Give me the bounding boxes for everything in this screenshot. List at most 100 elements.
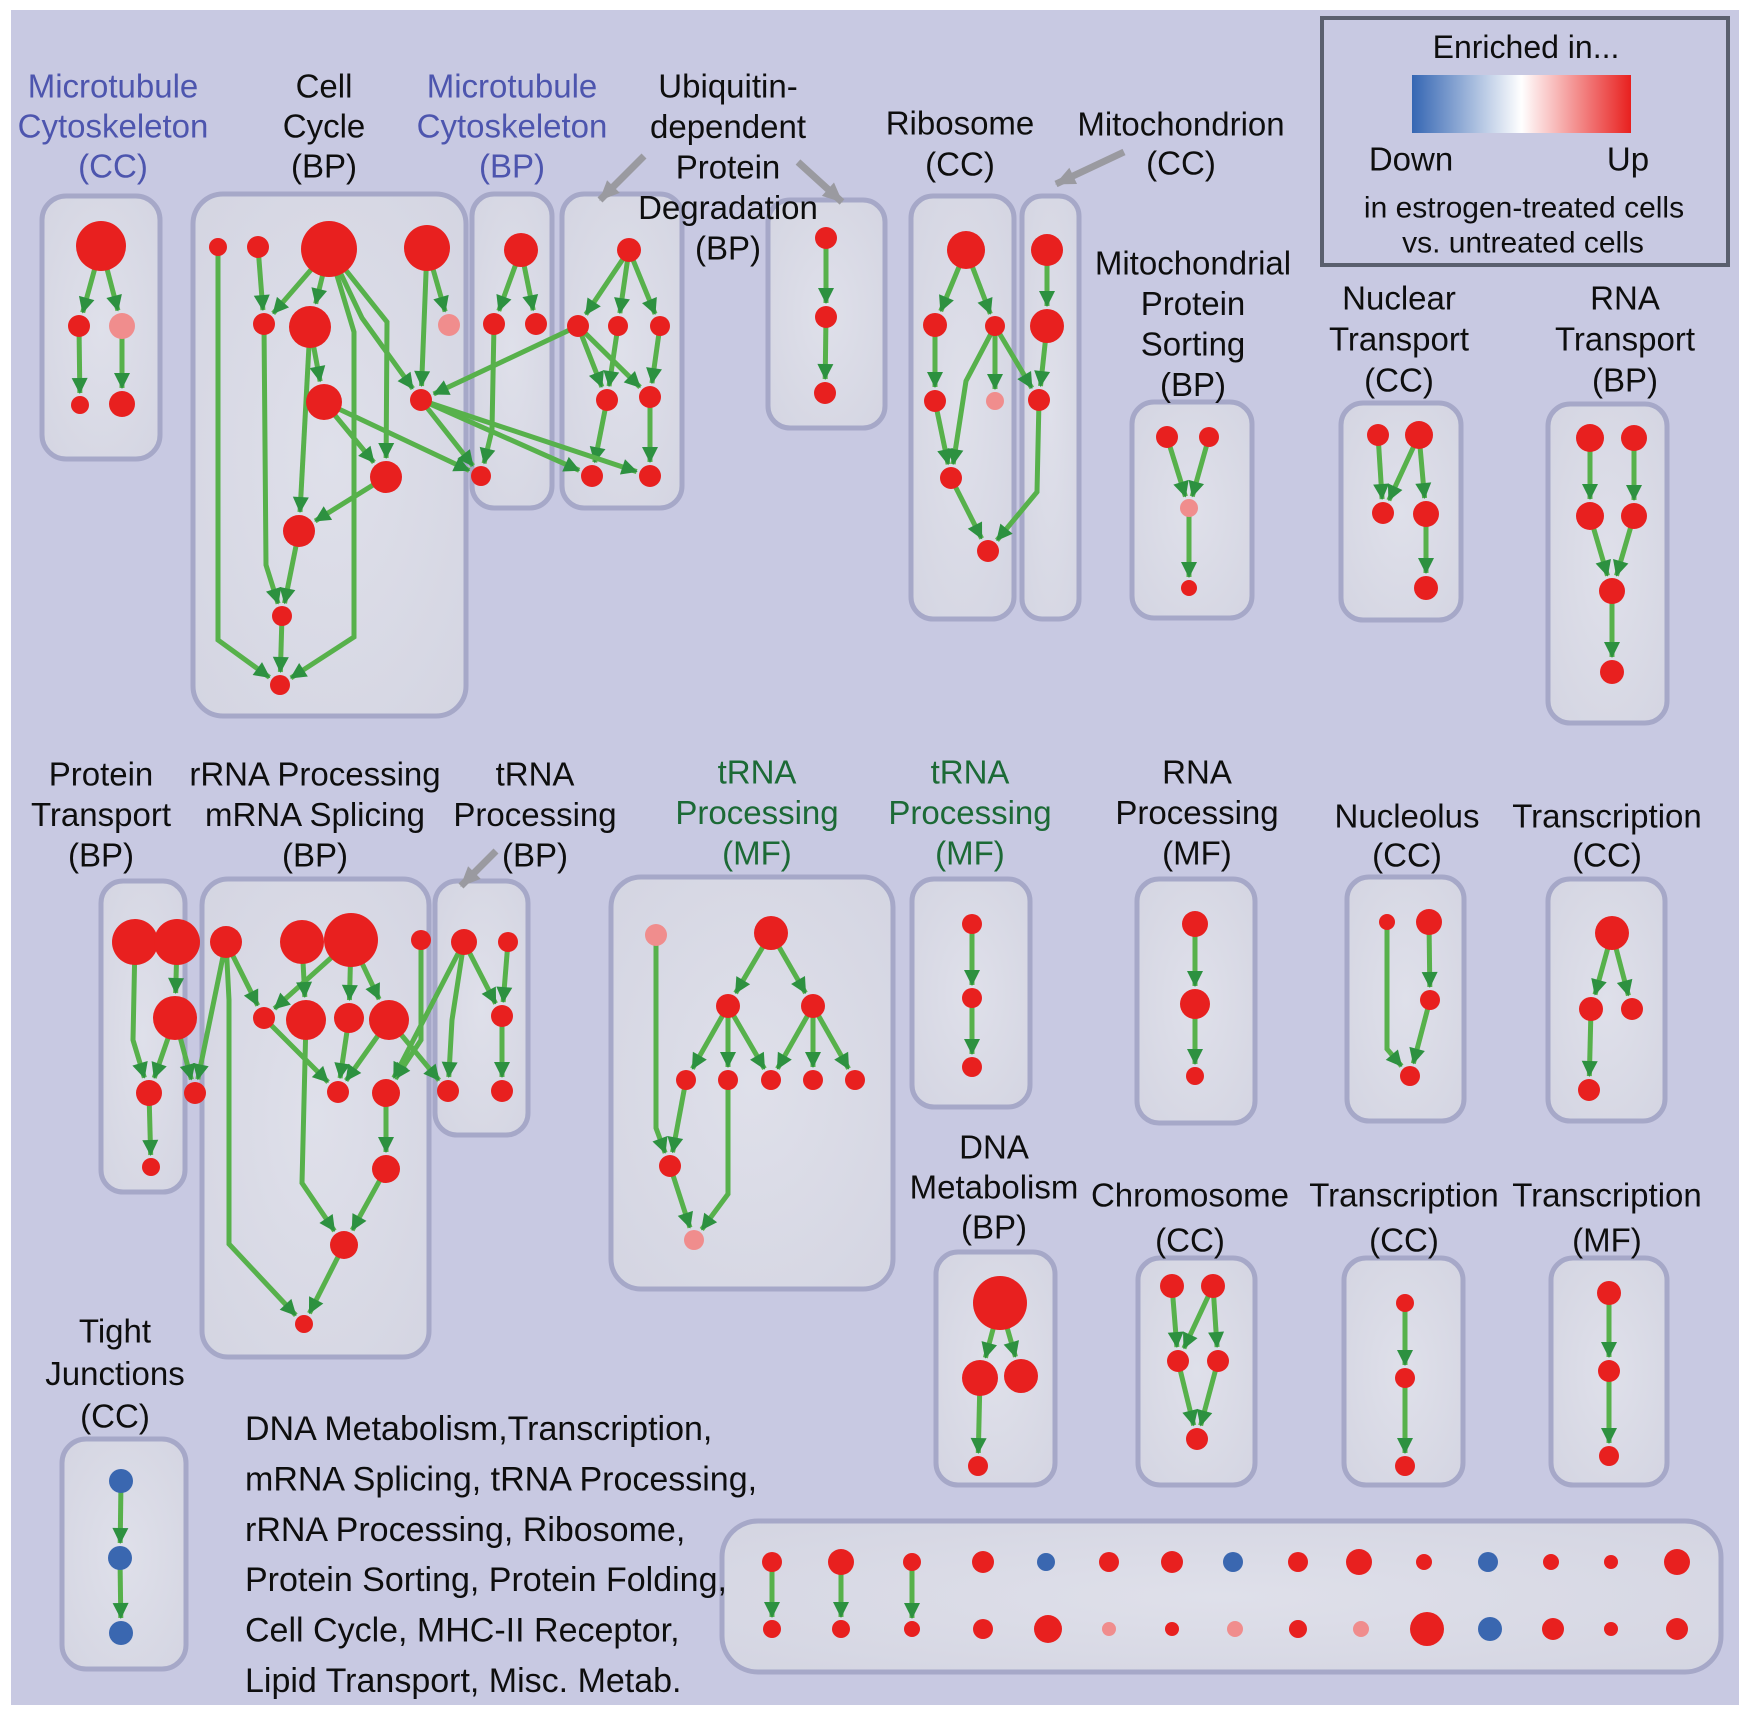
- node-ubiquitin-chain-a: [815, 227, 837, 249]
- node-chromosome-tr: [1201, 1274, 1225, 1298]
- node-tight-junctions-m: [108, 1546, 132, 1570]
- cluster-label-mitochondrion-line0: Mitochondrion: [1077, 106, 1284, 143]
- node-nuclear-transport-tr: [1405, 421, 1433, 449]
- legend-subtitle-2: vs. untreated cells: [1402, 227, 1644, 260]
- cluster-label-protein-transport-line2: (BP): [68, 837, 134, 874]
- cluster-label-microtubule-cc-line2: (CC): [78, 148, 148, 185]
- edge-trna-mf-big-ml-a: [690, 1004, 731, 1070]
- node-trna-mf-big-low: [659, 1155, 681, 1177]
- node-bottom-band-a10: [1346, 1549, 1372, 1575]
- edge-cell-cycle-n1-n12: [215, 247, 271, 680]
- pointer-arrow-trna-bp: [458, 848, 499, 889]
- node-ribosome-l3: [924, 390, 946, 412]
- cluster-label-microtubule-bp-line1: Cytoskeleton: [417, 108, 608, 145]
- node-microtubule-bp-lc: [483, 313, 505, 335]
- node-mitochondrion-mid: [1030, 309, 1064, 343]
- cluster-label-microtubule-bp-line0: Microtubule: [427, 68, 598, 105]
- edge-cell-cycle-n5-n11: [261, 323, 282, 605]
- node-ubiquitin-r2m: [608, 316, 628, 336]
- cluster-label-ubiquitin-line1: dependent: [650, 108, 806, 145]
- edge-ubiquitin-top-r2l: [583, 248, 632, 316]
- node-rrna-r2sl: [253, 1007, 275, 1029]
- cluster-label-microtubule-cc-line1: Cytoskeleton: [18, 108, 209, 145]
- edge-trna-mf-big-ml-c: [725, 1004, 767, 1071]
- cluster-label-mito-sorting-line0: Mitochondrial: [1095, 245, 1291, 282]
- node-bottom-band-b15: [1666, 1618, 1688, 1640]
- node-bottom-band-a13: [1543, 1554, 1559, 1570]
- node-microtubule-bp-rc: [525, 313, 547, 335]
- cross-edge-rrna-lt-to-pt-sr: [192, 941, 229, 1081]
- node-bottom-band-b9: [1289, 1620, 1307, 1638]
- node-bottom-band-a12: [1478, 1552, 1498, 1572]
- misc-categories-text-line0: DNA Metabolism,Transcription,: [245, 1410, 712, 1448]
- node-bottom-band-a11: [1416, 1554, 1432, 1570]
- node-cell-cycle-n5: [253, 313, 275, 335]
- node-ribosome-lm: [923, 313, 947, 337]
- cluster-label-trna-bp-line1: Processing: [453, 796, 616, 833]
- node-bottom-band-a5: [1037, 1553, 1055, 1571]
- node-bottom-band-a6: [1099, 1552, 1119, 1572]
- cluster-label-rna-transport-line0: RNA: [1590, 280, 1660, 317]
- node-trna-bp-tr: [498, 932, 518, 952]
- node-transcription-cc-ml: [1579, 997, 1603, 1021]
- cluster-label-mito-sorting-line2: Sorting: [1141, 326, 1246, 363]
- node-microtubule-bp-bot: [471, 466, 491, 486]
- node-microtubule-cc-e: [109, 391, 135, 417]
- cluster-label-ubiquitin-line3: Degradation: [638, 189, 818, 226]
- node-rrna-r3r: [372, 1079, 400, 1107]
- cluster-label-cell-cycle-line2: (BP): [291, 148, 357, 185]
- node-trna-mf-small-m: [962, 988, 982, 1008]
- node-ubiquitin-r4l: [581, 465, 603, 487]
- cluster-box-nucleolus: [1344, 874, 1467, 1124]
- edge-ubiquitin-r2l-r3r: [576, 324, 642, 389]
- node-rna-transport-tl: [1576, 424, 1604, 452]
- edge-nucleolus-mr-b: [1409, 999, 1433, 1065]
- node-microtubule-cc-c: [109, 313, 135, 339]
- node-ubiquitin-r3l: [596, 389, 618, 411]
- cluster-label-rna-transport-line1: Transport: [1555, 321, 1695, 358]
- edge-ribosome-bm-bot: [948, 476, 984, 540]
- node-bottom-band-b10: [1353, 1621, 1369, 1637]
- node-rna-transport-tr: [1621, 425, 1647, 451]
- edge-chromosome-mr-b: [1196, 1360, 1221, 1427]
- node-bottom-band-b2: [832, 1620, 850, 1638]
- cluster-box-nuclear-transport: [1338, 400, 1464, 623]
- node-dna-metabolism-ml: [962, 1360, 998, 1396]
- node-nuclear-transport-ml: [1372, 502, 1394, 524]
- node-bottom-band-a8: [1223, 1552, 1243, 1572]
- node-bottom-band-b6: [1102, 1622, 1116, 1636]
- misc-categories-text-line2: rRNA Processing, Ribosome,: [245, 1511, 685, 1549]
- node-trna-bp-tl: [451, 929, 477, 955]
- cluster-label-chromosome-line1: (CC): [1155, 1222, 1225, 1259]
- node-rrna-r5: [330, 1231, 358, 1259]
- cluster-label-rrna-line0: rRNA Processing: [189, 756, 440, 793]
- node-transcription-cc-t: [1595, 916, 1629, 950]
- cluster-label-mitochondrion-line1: (CC): [1146, 145, 1216, 182]
- cluster-label-chromosome-line0: Chromosome: [1091, 1177, 1289, 1214]
- node-microtubule-bp-top: [504, 233, 538, 267]
- node-protein-transport-big: [153, 996, 197, 1040]
- cluster-label-tight-junctions-line0: Tight: [79, 1313, 151, 1350]
- node-tight-junctions-b: [109, 1621, 133, 1645]
- edge-rrna-r2sl-r3l: [262, 1016, 330, 1084]
- cluster-label-tight-junctions-line1: Junctions: [45, 1355, 184, 1392]
- cross-edge-mito-r3-to-ribosome-bot: [995, 399, 1042, 542]
- node-rrna-r2b: [286, 1000, 326, 1040]
- legend-down-label: Down: [1369, 141, 1453, 178]
- cluster-label-tight-junctions-line2: (CC): [80, 1398, 150, 1435]
- node-mito-sorting-pk: [1180, 499, 1198, 517]
- node-ribosome-bm: [940, 467, 962, 489]
- node-rrna-bot: [295, 1315, 313, 1333]
- node-dna-metabolism-b: [968, 1456, 988, 1476]
- node-trna-mf-big-a: [676, 1070, 696, 1090]
- cluster-label-mito-sorting-line1: Protein: [1141, 285, 1246, 322]
- node-bottom-band-b8: [1227, 1621, 1243, 1637]
- node-transcription-mf-t: [1597, 1281, 1621, 1305]
- node-rrna-lt: [210, 926, 242, 958]
- node-transcription-cc-2-t: [1396, 1294, 1414, 1312]
- node-transcription-cc-2-b: [1395, 1456, 1415, 1476]
- legend-title: Enriched in...: [1433, 29, 1620, 65]
- cluster-box-bottom-band: [719, 1518, 1724, 1675]
- edge-nucleolus-tl-b: [1384, 922, 1404, 1068]
- node-ubiquitin-chain-b: [815, 306, 837, 328]
